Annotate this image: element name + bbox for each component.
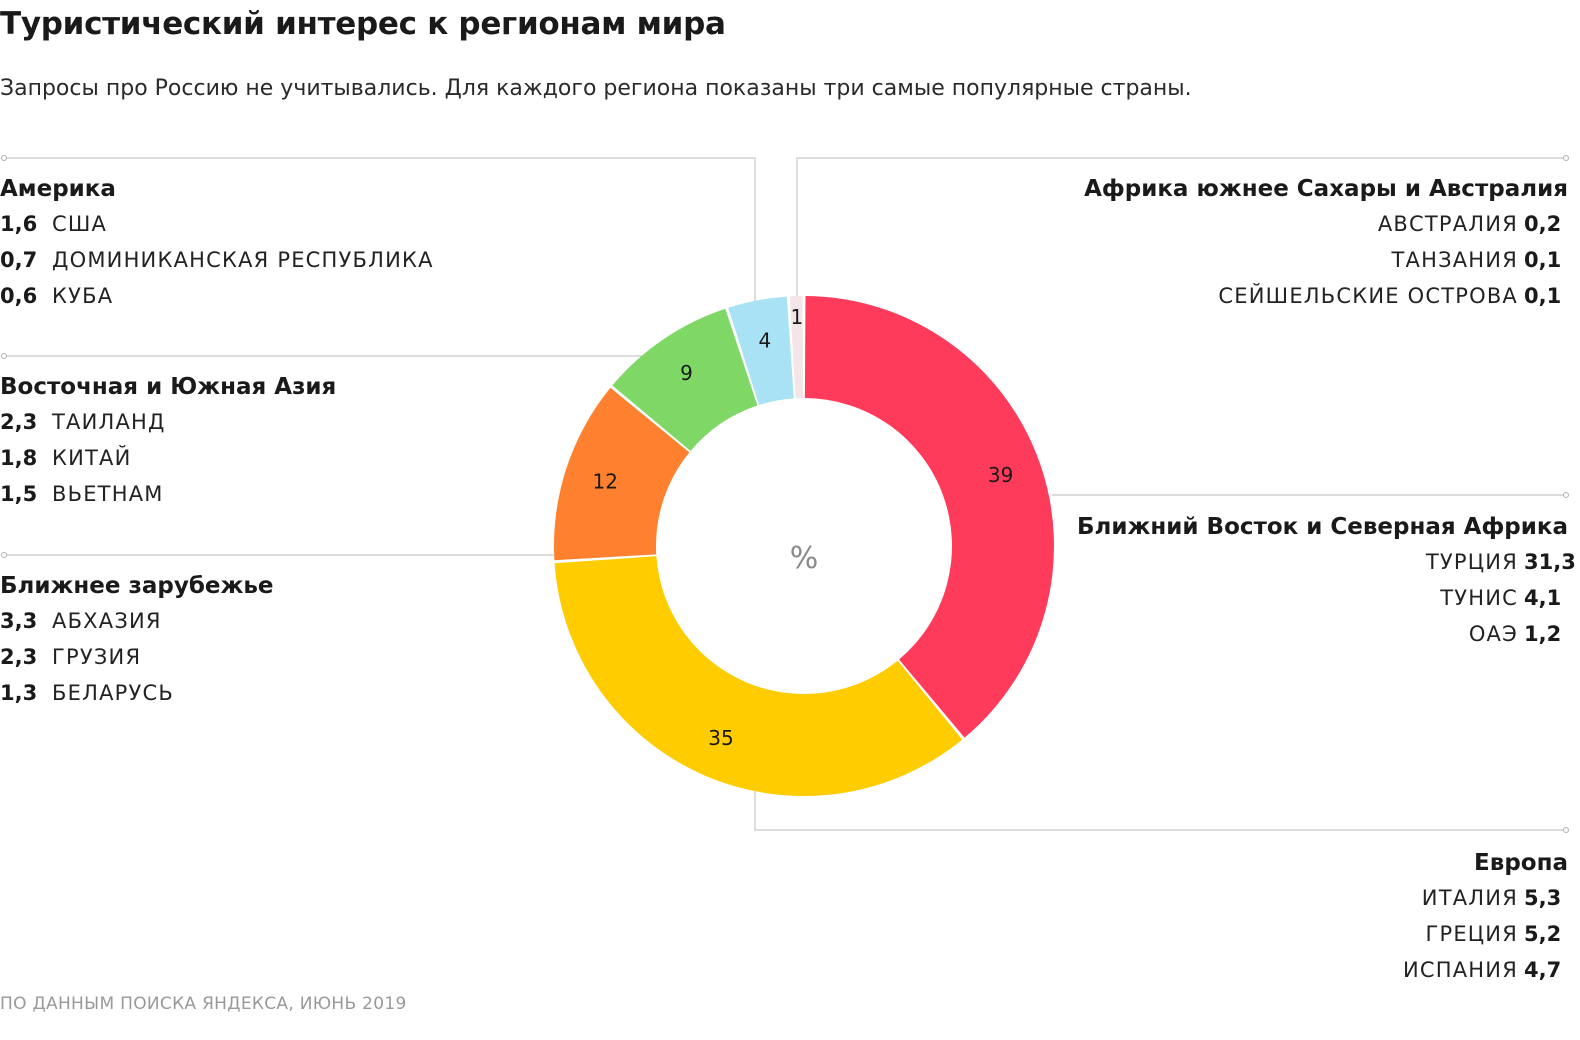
line-africa-australia bbox=[796, 157, 1566, 298]
source-note: ПО ДАННЫМ ПОИСКА ЯНДЕКСА, ИЮНЬ 2019 bbox=[0, 994, 407, 1014]
country-name: ТУНИС bbox=[1440, 586, 1518, 610]
connector-dot bbox=[1, 155, 7, 161]
connector-dot bbox=[1563, 827, 1569, 833]
country-name: ГРЕЦИЯ bbox=[1425, 922, 1518, 946]
country-name: ИТАЛИЯ bbox=[1421, 886, 1518, 910]
pie-slice bbox=[728, 296, 794, 405]
country-name: ДОМИНИКАНСКАЯ РЕСПУБЛИКА bbox=[52, 248, 434, 272]
pie-slice bbox=[554, 556, 963, 797]
region-title: Ближнее зарубежье bbox=[0, 573, 274, 599]
region-title: Ближний Восток и Северная Африка bbox=[1077, 514, 1568, 540]
country-name: ТАИЛАНД bbox=[52, 410, 166, 434]
country-value: 1,2 bbox=[1524, 622, 1562, 646]
country-row: 1,3 БЕЛАРУСЬ bbox=[0, 675, 760, 711]
country-value: 0,1 bbox=[1524, 248, 1562, 272]
country-value: 0,7 bbox=[0, 248, 38, 272]
country-value: 2,3 bbox=[0, 645, 38, 669]
country-name: США bbox=[52, 212, 108, 236]
slice-label: 35 bbox=[708, 726, 733, 750]
region-title: Америка bbox=[0, 176, 116, 202]
slice-label: 9 bbox=[680, 361, 693, 385]
country-row: ОАЭ 1,2 bbox=[808, 616, 1568, 652]
region-america: Америка 1,6 США 0,7 ДОМИНИКАНСКАЯ РЕСПУБЛИ… bbox=[0, 172, 760, 314]
country-name: ТУРЦИЯ bbox=[1425, 550, 1518, 574]
region-europe: Европа ИТАЛИЯ 5,3 ГРЕЦИЯ 5,2 ИСПАНИЯ 4,7 bbox=[808, 846, 1568, 988]
pie-slice bbox=[804, 296, 1055, 738]
country-value: 0,6 bbox=[0, 284, 38, 308]
chart-title: Туристический интерес к регионам мира bbox=[0, 6, 726, 42]
country-row: ТУРЦИЯ 31,3 bbox=[808, 544, 1576, 580]
country-value: 31,3 bbox=[1524, 550, 1576, 574]
country-row: 0,6 КУБА bbox=[0, 278, 760, 314]
pie-slice bbox=[554, 387, 690, 561]
region-title: Восточная и Южная Азия bbox=[0, 374, 337, 400]
country-row: 3,3 АБХАЗИЯ bbox=[0, 603, 760, 639]
country-row: ИТАЛИЯ 5,3 bbox=[808, 880, 1568, 916]
region-africa-australia: Африка южнее Сахары и Австралия АВСТРАЛИ… bbox=[808, 172, 1568, 314]
connector-dot bbox=[1563, 492, 1569, 498]
country-value: 3,3 bbox=[0, 609, 38, 633]
country-name: ОАЭ bbox=[1468, 622, 1518, 646]
region-title: Африка южнее Сахары и Австралия bbox=[1084, 176, 1568, 202]
region-east-south-asia: Восточная и Южная Азия 2,3 ТАИЛАНД 1,8 КИТ… bbox=[0, 370, 760, 512]
country-value: 1,3 bbox=[0, 681, 38, 705]
country-row: 1,8 КИТАЙ bbox=[0, 440, 760, 476]
connector-dot bbox=[1, 353, 7, 359]
country-name: КУБА bbox=[52, 284, 114, 308]
region-title: Европа bbox=[1474, 850, 1568, 876]
country-name: АВСТРАЛИЯ bbox=[1377, 212, 1518, 236]
country-row: СЕЙШЕЛЬСКИЕ ОСТРОВА 0,1 bbox=[808, 278, 1568, 314]
slice-label: 39 bbox=[988, 463, 1013, 487]
country-row: 1,6 США bbox=[0, 206, 760, 242]
country-row: ИСПАНИЯ 4,7 bbox=[808, 952, 1568, 988]
country-value: 1,8 bbox=[0, 446, 38, 470]
pie-slice bbox=[612, 308, 758, 451]
slice-label: 4 bbox=[758, 329, 771, 353]
connector-dot bbox=[1, 552, 7, 558]
country-value: 5,2 bbox=[1524, 922, 1562, 946]
connector-dot bbox=[1563, 155, 1569, 161]
country-value: 0,1 bbox=[1524, 284, 1562, 308]
slice-label: 1 bbox=[790, 305, 803, 329]
country-value: 2,3 bbox=[0, 410, 38, 434]
country-name: ГРУЗИЯ bbox=[52, 645, 142, 669]
region-middle-east-north-africa: Ближний Восток и Северная Африка ТУРЦИЯ 3… bbox=[808, 510, 1576, 652]
country-value: 4,7 bbox=[1524, 958, 1562, 982]
country-name: ИСПАНИЯ bbox=[1402, 958, 1518, 982]
country-value: 1,6 bbox=[0, 212, 38, 236]
country-row: 2,3 ГРУЗИЯ bbox=[0, 639, 760, 675]
slice-label: 12 bbox=[593, 469, 618, 493]
pie-slice bbox=[789, 296, 804, 399]
country-row: ГРЕЦИЯ 5,2 bbox=[808, 916, 1568, 952]
country-value: 4,1 bbox=[1524, 586, 1562, 610]
country-row: 0,7 ДОМИНИКАНСКАЯ РЕСПУБЛИКА bbox=[0, 242, 760, 278]
country-value: 0,2 bbox=[1524, 212, 1562, 236]
chart-subtitle: Запросы про Россию не учитывались. Для к… bbox=[0, 76, 1192, 101]
country-row: АВСТРАЛИЯ 0,2 bbox=[808, 206, 1568, 242]
country-value: 5,3 bbox=[1524, 886, 1562, 910]
country-name: АБХАЗИЯ bbox=[52, 609, 162, 633]
country-row: ТУНИС 4,1 bbox=[808, 580, 1568, 616]
country-row: 1,5 ВЬЕТНАМ bbox=[0, 476, 760, 512]
line-europe bbox=[754, 790, 1566, 831]
country-name: БЕЛАРУСЬ bbox=[52, 681, 174, 705]
center-unit-label: % bbox=[790, 541, 819, 576]
country-value: 1,5 bbox=[0, 482, 38, 506]
country-row: 2,3 ТАИЛАНД bbox=[0, 404, 760, 440]
country-name: ВЬЕТНАМ bbox=[52, 482, 164, 506]
country-row: ТАНЗАНИЯ 0,1 bbox=[808, 242, 1568, 278]
line-america bbox=[4, 157, 756, 306]
country-name: СЕЙШЕЛЬСКИЕ ОСТРОВА bbox=[1218, 284, 1518, 308]
country-name: ТАНЗАНИЯ bbox=[1391, 248, 1518, 272]
region-near-abroad: Ближнее зарубежье 3,3 АБХАЗИЯ 2,3 ГРУЗИЯ 1… bbox=[0, 569, 760, 711]
country-name: КИТАЙ bbox=[52, 446, 132, 470]
